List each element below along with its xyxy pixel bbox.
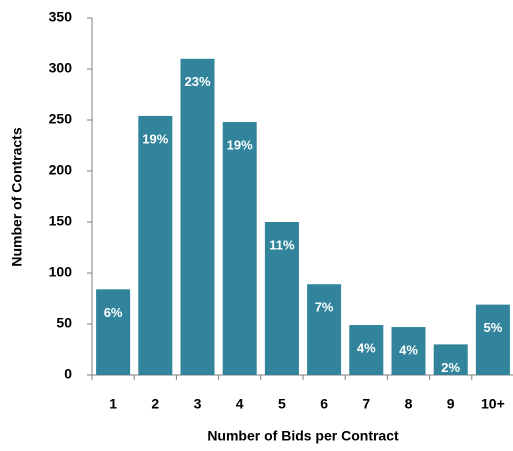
data-label: 19% — [142, 131, 168, 146]
y-tick-label: 0 — [64, 366, 72, 382]
bar — [391, 327, 426, 375]
data-label: 4% — [399, 342, 418, 357]
bar — [138, 115, 173, 376]
x-tick-label: 5 — [278, 396, 286, 412]
data-label: 19% — [227, 137, 253, 152]
y-tick-label: 250 — [49, 111, 73, 127]
data-label: 7% — [315, 300, 334, 315]
bar — [96, 289, 131, 375]
bar — [475, 304, 510, 375]
data-label: 6% — [104, 305, 123, 320]
y-tick-label: 150 — [49, 213, 73, 229]
bar — [222, 122, 257, 375]
y-tick-label: 200 — [49, 162, 73, 178]
data-label: 11% — [269, 237, 295, 252]
data-label: 5% — [484, 320, 503, 335]
x-axis-title: Number of Bids per Contract — [207, 428, 399, 444]
bar — [180, 58, 215, 376]
x-tick-label: 10+ — [481, 396, 505, 412]
data-label: 23% — [184, 74, 210, 89]
bar — [349, 325, 384, 375]
y-tick-label: 300 — [49, 60, 73, 76]
y-axis-title: Number of Contracts — [9, 127, 25, 266]
y-tick-label: 50 — [56, 315, 72, 331]
x-tick-label: 4 — [236, 396, 244, 412]
x-tick-label: 3 — [194, 396, 202, 412]
x-tick-label: 7 — [362, 396, 370, 412]
x-tick-label: 1 — [109, 396, 117, 412]
x-tick-label: 8 — [405, 396, 413, 412]
data-label: 4% — [357, 340, 376, 355]
bar — [264, 222, 299, 375]
x-tick-label: 6 — [320, 396, 328, 412]
bar — [307, 284, 342, 375]
data-label: 2% — [441, 360, 460, 375]
bar — [433, 344, 468, 375]
y-tick-label: 350 — [49, 9, 73, 25]
y-tick-label: 100 — [49, 264, 73, 280]
x-tick-label: 2 — [151, 396, 159, 412]
x-tick-label: 9 — [447, 396, 455, 412]
